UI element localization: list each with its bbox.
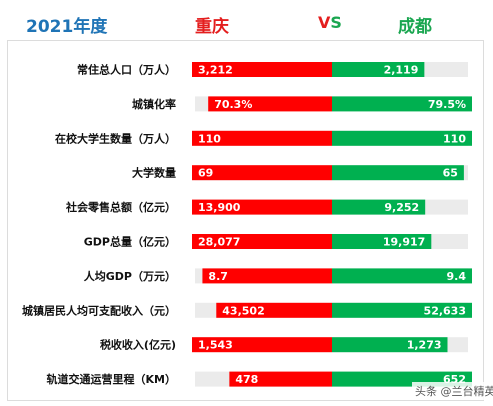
category-label: GDP总量（亿元） [84, 235, 176, 249]
category-label: 城镇居民人均可支配收入（元） [22, 303, 176, 317]
value-label-left: 1,543 [198, 339, 233, 352]
category-label: 税收收入(亿元) [100, 338, 176, 352]
value-label-left: 28,077 [198, 236, 240, 249]
bar-right [332, 234, 432, 249]
category-label: 大学数量 [132, 166, 176, 180]
category-label: 在校大学生数量（万人） [55, 131, 176, 145]
bar-left [192, 62, 332, 77]
bar-right [332, 62, 425, 77]
bar-left [192, 337, 332, 353]
vs-v: V [318, 13, 331, 32]
bar-right [332, 337, 448, 353]
value-label-left: 8.7 [208, 270, 228, 283]
value-label-left: 3,212 [198, 64, 233, 77]
bar-left [208, 96, 332, 112]
category-label: 常住总人口（万人） [77, 63, 176, 77]
bar-left [192, 130, 332, 146]
value-label-left: 478 [235, 373, 258, 386]
bar-left [229, 371, 332, 387]
value-label-right: 79.5% [428, 98, 466, 111]
vs-s: S [330, 13, 342, 32]
year-title: 2021年度 [26, 17, 108, 37]
value-label-left: 70.3% [214, 98, 252, 111]
value-label-left: 110 [198, 132, 221, 145]
bar-left [192, 165, 332, 181]
bar-left [192, 234, 332, 249]
bar-right [332, 130, 472, 146]
value-label-right: 19,917 [383, 236, 425, 249]
category-label: 社会零售总额（亿元） [65, 200, 176, 214]
value-label-right: 52,633 [424, 304, 466, 317]
chart-frame [7, 40, 484, 401]
category-label: 人均GDP（万元） [84, 269, 176, 283]
value-label-left: 69 [198, 167, 213, 180]
bar-right [332, 165, 464, 181]
category-label: 轨道交通运营里程（KM） [47, 372, 176, 386]
bar-right [332, 199, 426, 215]
value-label-right: 9,252 [384, 201, 419, 214]
value-label-left: 13,900 [198, 201, 241, 214]
left-city-title: 重庆 [195, 17, 229, 37]
value-label-right: 9.4 [447, 270, 467, 283]
value-label-right: 2,119 [384, 64, 419, 77]
bar-left [216, 302, 332, 318]
right-city-title: 成都 [398, 17, 432, 37]
value-label-right: 1,273 [407, 339, 442, 352]
bar-right [332, 268, 472, 284]
bar-right [332, 302, 472, 318]
value-label-right: 110 [443, 132, 466, 145]
watermark: 头条 @兰台精英 [412, 382, 493, 400]
bar-left [192, 199, 332, 215]
chart-header: 2021年度 重庆 VS 成都 [0, 0, 493, 40]
bar-left [202, 268, 332, 284]
vs-label: VS [318, 13, 342, 32]
value-label-left: 43,502 [222, 304, 264, 317]
value-label-right: 65 [443, 167, 458, 180]
category-label: 城镇化率 [132, 97, 176, 111]
bar-right [332, 96, 472, 112]
